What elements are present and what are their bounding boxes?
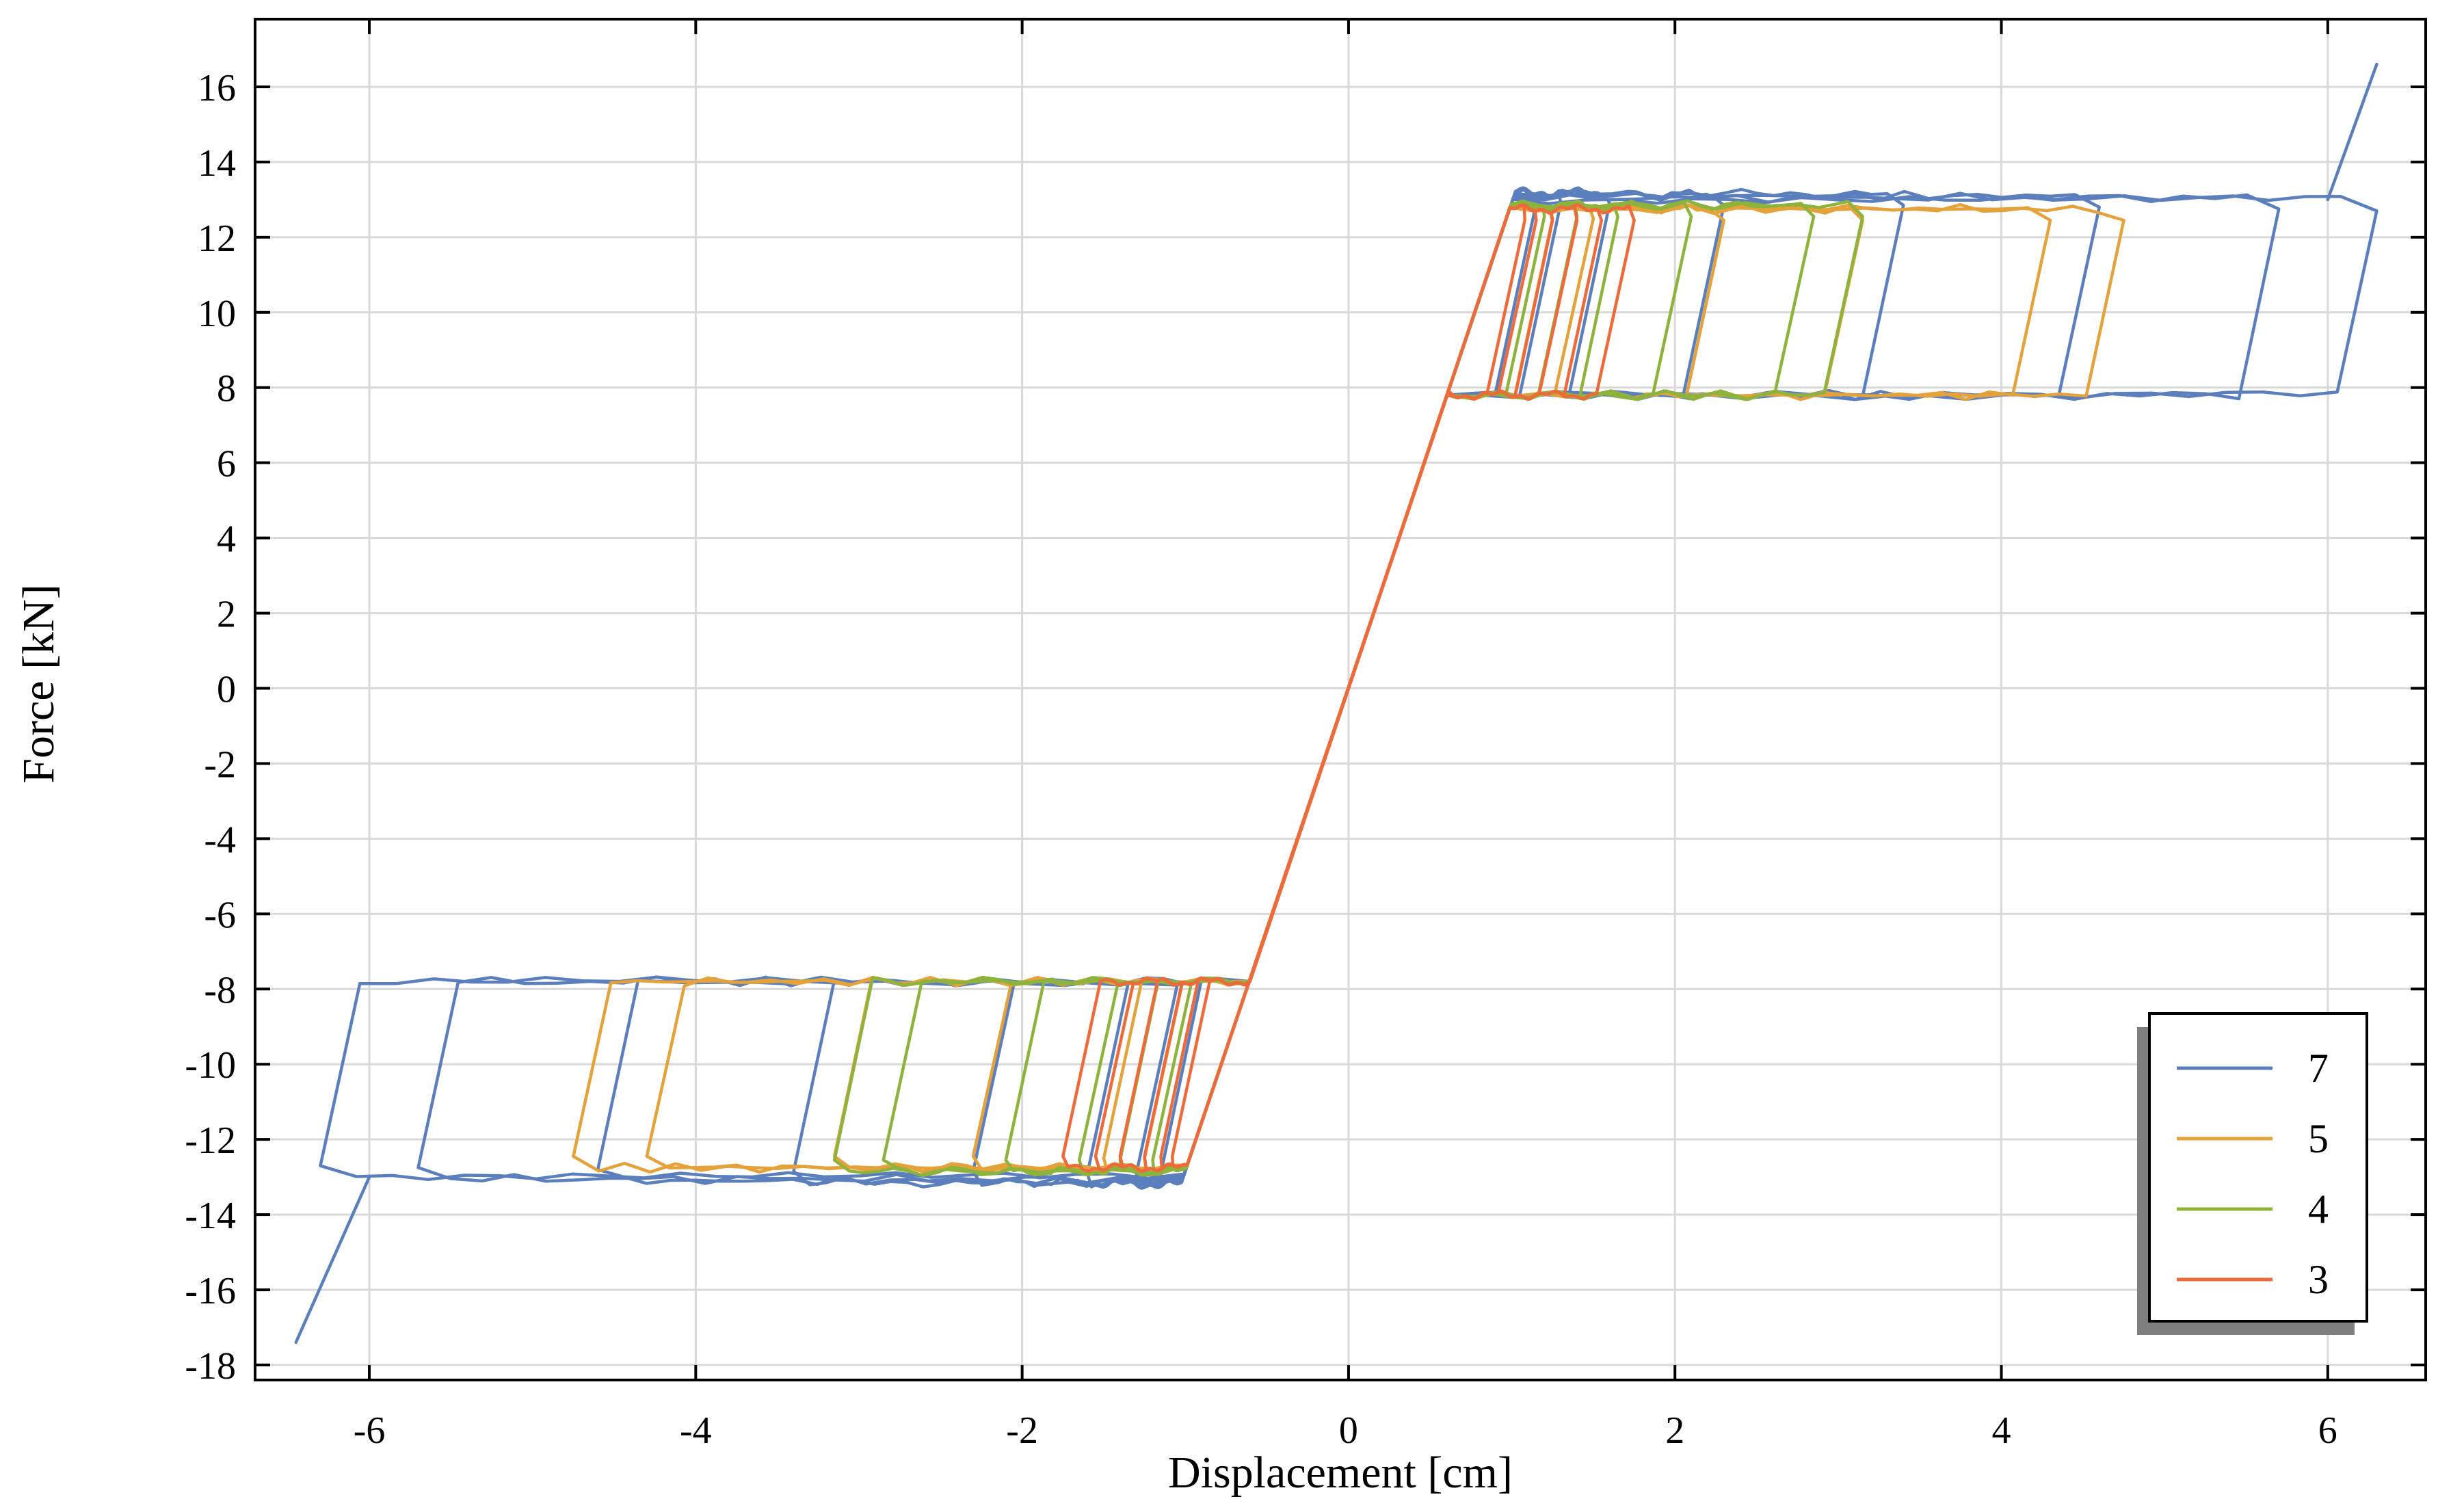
- y-tick-label: -4: [204, 819, 236, 861]
- legend-label-3: 3: [2308, 1257, 2329, 1302]
- y-tick-label: 16: [198, 67, 236, 109]
- x-tick-label: 0: [1339, 1409, 1358, 1452]
- grid-lines: [255, 19, 2426, 1380]
- plot-frame: [254, 18, 2427, 1381]
- y-axis-title: Force [kN]: [14, 584, 64, 783]
- x-tick-label: 6: [2318, 1409, 2337, 1452]
- y-tick-label: 14: [198, 142, 236, 185]
- y-tick-label: -18: [185, 1345, 236, 1388]
- series-7: [294, 62, 2379, 1344]
- y-tick-label: 8: [217, 368, 236, 410]
- y-tick-label: -16: [185, 1270, 236, 1312]
- y-tick-label: 12: [198, 217, 236, 260]
- x-tick-label: -2: [1006, 1409, 1038, 1452]
- x-tick-label: -4: [680, 1409, 712, 1452]
- y-tick-label: 10: [198, 293, 236, 335]
- y-tick-label: -6: [204, 894, 236, 936]
- legend-box: [2148, 1012, 2368, 1323]
- y-tick-label: -14: [185, 1195, 236, 1237]
- y-tick-labels: -18 -16 -14 -12 -10 -8 -6 -4 -2 0 2 4 6 8 10 12 14 16: [185, 67, 236, 1388]
- series-7-envelope: [2326, 62, 2379, 202]
- series-layer: [294, 62, 2379, 1344]
- x-tick-label: 4: [1992, 1409, 2011, 1452]
- series-3: [1061, 203, 1636, 1173]
- y-tick-label: -2: [204, 743, 236, 786]
- axis-ticks: [255, 19, 2426, 1380]
- x-tick-label: 2: [1665, 1409, 1684, 1452]
- x-tick-label: -6: [354, 1409, 386, 1452]
- y-tick-label: 2: [217, 594, 236, 636]
- y-tick-label: -10: [185, 1044, 236, 1087]
- y-tick-label: -8: [204, 969, 236, 1011]
- legend-label-4: 4: [2308, 1186, 2329, 1232]
- legend-label-7: 7: [2308, 1046, 2329, 1091]
- y-tick-label: 6: [217, 443, 236, 486]
- y-tick-label: -12: [185, 1119, 236, 1162]
- legend-label-5: 5: [2308, 1116, 2329, 1161]
- x-axis-title: Displacement [cm]: [1168, 1448, 1513, 1498]
- y-tick-label: 0: [217, 669, 236, 711]
- series-3-loop: [1170, 203, 1526, 1169]
- x-tick-labels: -6 -4 -2 0 2 4 6: [354, 1409, 2337, 1452]
- legend: 7 5 4 3: [2137, 1012, 2368, 1335]
- y-tick-label: 4: [217, 518, 236, 561]
- series-7-envelope: [294, 1175, 371, 1344]
